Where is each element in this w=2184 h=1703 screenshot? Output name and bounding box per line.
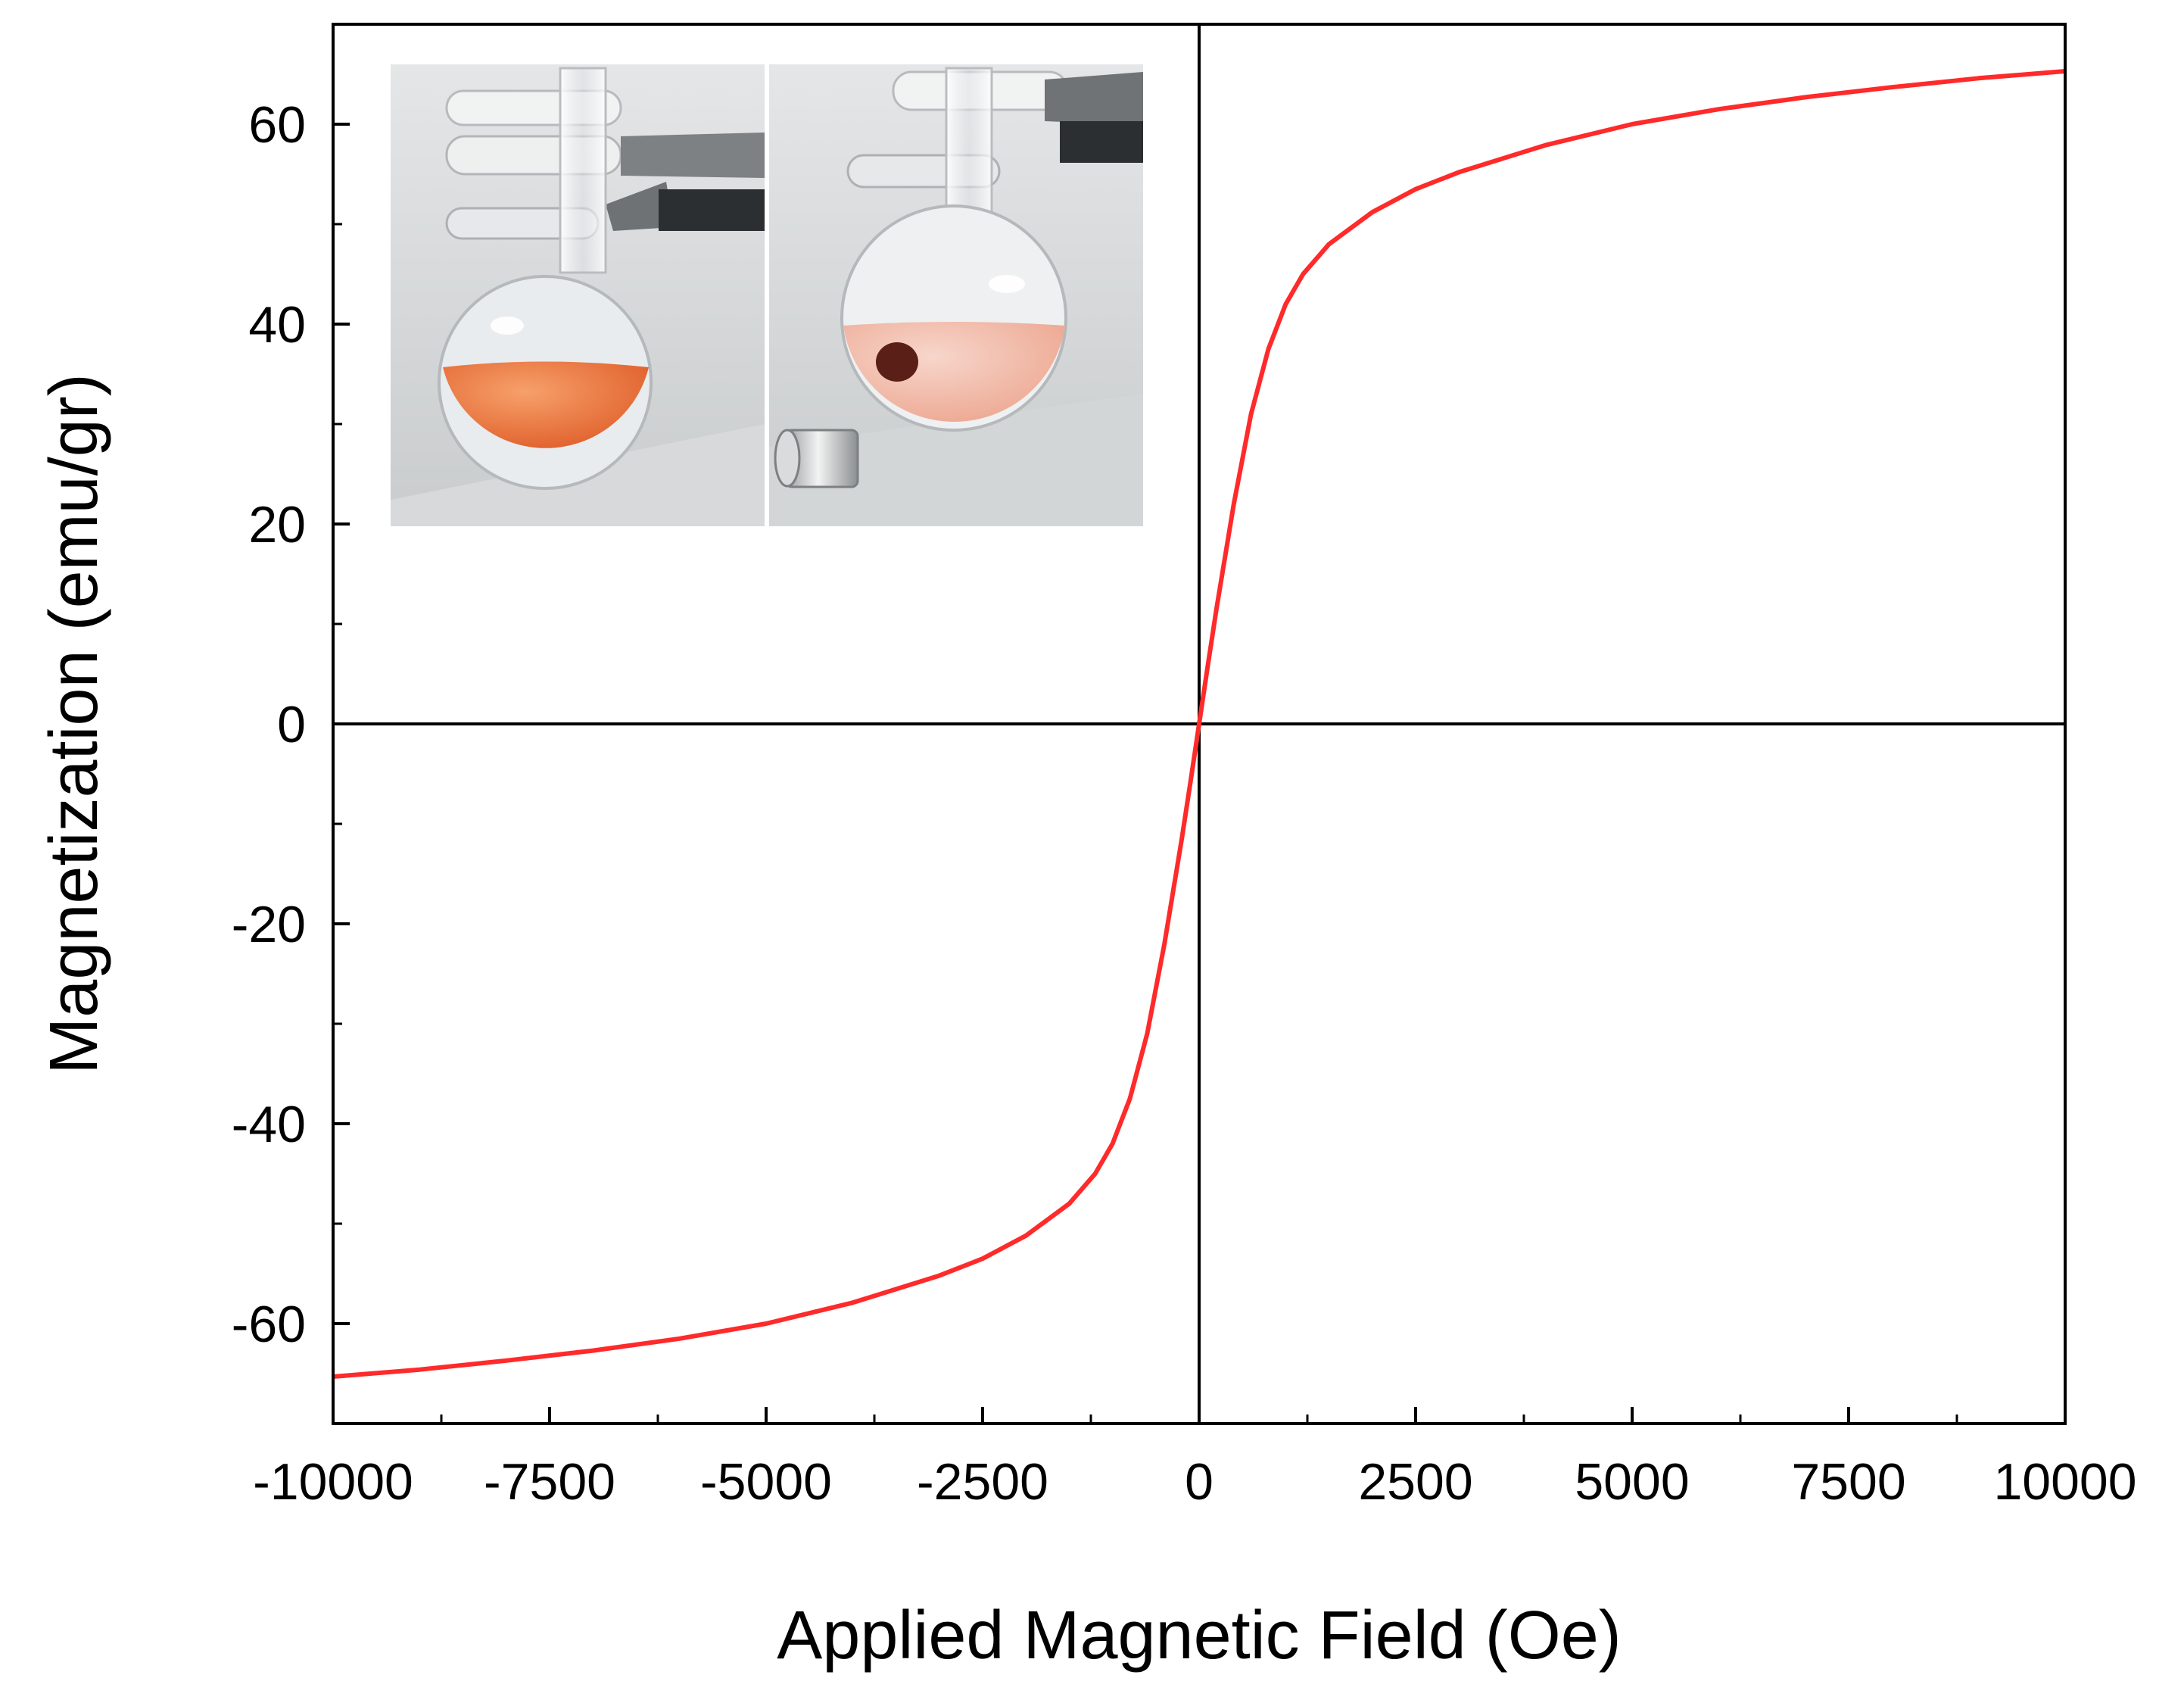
x-tick-label: 10000 [1993,1453,2136,1511]
x-tick-label: 7500 [1791,1453,1905,1511]
inset-panel-dispersed [391,64,765,526]
x-tick-label: 5000 [1575,1453,1689,1511]
y-axis-ticks: -60 -40 -20 0 20 40 60 [232,23,350,1425]
y-axis-label: Magnetization (emu/gr) [36,373,112,1074]
inset-photo [391,64,1143,526]
inset-panel-with-magnet [769,64,1143,526]
magnetization-curve [333,69,2065,1379]
y-tick-label: -20 [232,896,306,953]
y-tick-label: -60 [232,1296,306,1353]
x-tick-label: -10000 [253,1453,413,1511]
x-tick-label: -5000 [700,1453,832,1511]
x-axis-label: Applied Magnetic Field (Oe) [777,1598,1622,1673]
x-tick-label: 2500 [1358,1453,1472,1511]
y-tick-label: 60 [248,96,306,154]
x-axis-ticks: -10000 -7500 -5000 -2500 0 2500 5000 7500 10000 [253,1407,2137,1511]
y-tick-label: 20 [248,496,306,554]
x-tick-label: 0 [1185,1453,1214,1511]
x-tick-label: -2500 [917,1453,1048,1511]
y-tick-label: 0 [277,696,306,753]
y-tick-label: 40 [248,296,306,354]
x-tick-label: -7500 [484,1453,615,1511]
y-tick-label: -40 [232,1096,306,1153]
